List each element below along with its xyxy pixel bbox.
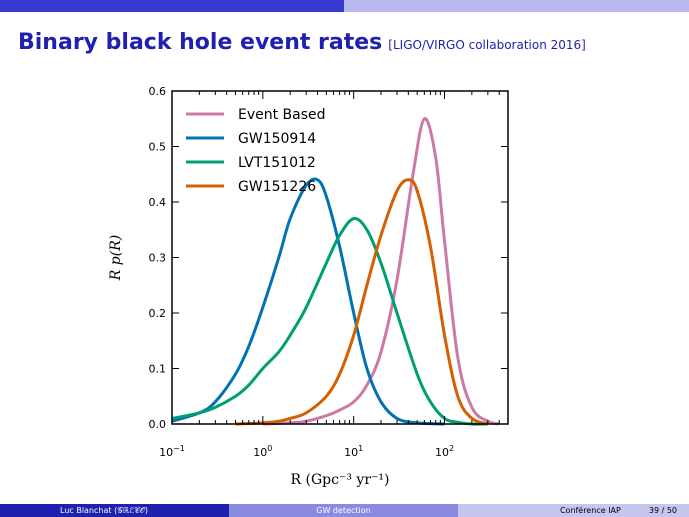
y-tick-label: 0.3 xyxy=(149,252,167,265)
legend-label: GW151226 xyxy=(238,179,316,195)
footer-page-number: 39 / 50 xyxy=(648,506,677,515)
top-bar-section-rest xyxy=(344,0,689,12)
x-tick-label: 102 xyxy=(435,444,454,459)
x-tick-label: 101 xyxy=(344,444,363,459)
legend-label: Event Based xyxy=(238,107,326,123)
slide-title: Binary black hole event rates [LIGO/VIRGO… xyxy=(18,30,586,55)
y-tick-label: 0.1 xyxy=(149,363,167,376)
y-tick-label: 0.5 xyxy=(149,141,167,154)
footer-event: Conférence IAP xyxy=(559,506,621,515)
top-progress-bar xyxy=(0,0,689,12)
footer-author: Luc Blanchat (𝒢ℝℰ𝒞𝒪) xyxy=(0,504,229,517)
series-line-gw151226 xyxy=(235,178,489,426)
x-tick-label: 10−1 xyxy=(159,444,185,459)
x-tick-label: 100 xyxy=(253,444,272,459)
y-tick-label: 0.2 xyxy=(149,307,167,320)
legend-label: GW150914 xyxy=(238,131,316,147)
top-bar-section-active xyxy=(0,0,344,12)
footer-right: Conférence IAP 39 / 50 xyxy=(458,504,689,517)
footer-bar: Luc Blanchat (𝒢ℝℰ𝒞𝒪) GW detection Confér… xyxy=(0,504,689,517)
legend-label: LVT151012 xyxy=(238,155,316,171)
footer-topic: GW detection xyxy=(229,504,458,517)
slide-reference: [LIGO/VIRGO collaboration 2016] xyxy=(388,38,586,52)
y-tick-label: 0.0 xyxy=(149,418,167,431)
slide-title-text: Binary black hole event rates xyxy=(18,30,383,55)
y-tick-label: 0.6 xyxy=(149,85,167,98)
series-line-event-based xyxy=(262,117,500,426)
series-line-lvt151012 xyxy=(171,217,488,426)
y-axis-label: R p(R) xyxy=(108,235,124,281)
series-line-gw150914 xyxy=(171,177,445,426)
x-axis-label: R (Gpc⁻³ yr⁻¹) xyxy=(291,472,390,488)
y-tick-label: 0.4 xyxy=(149,196,167,209)
